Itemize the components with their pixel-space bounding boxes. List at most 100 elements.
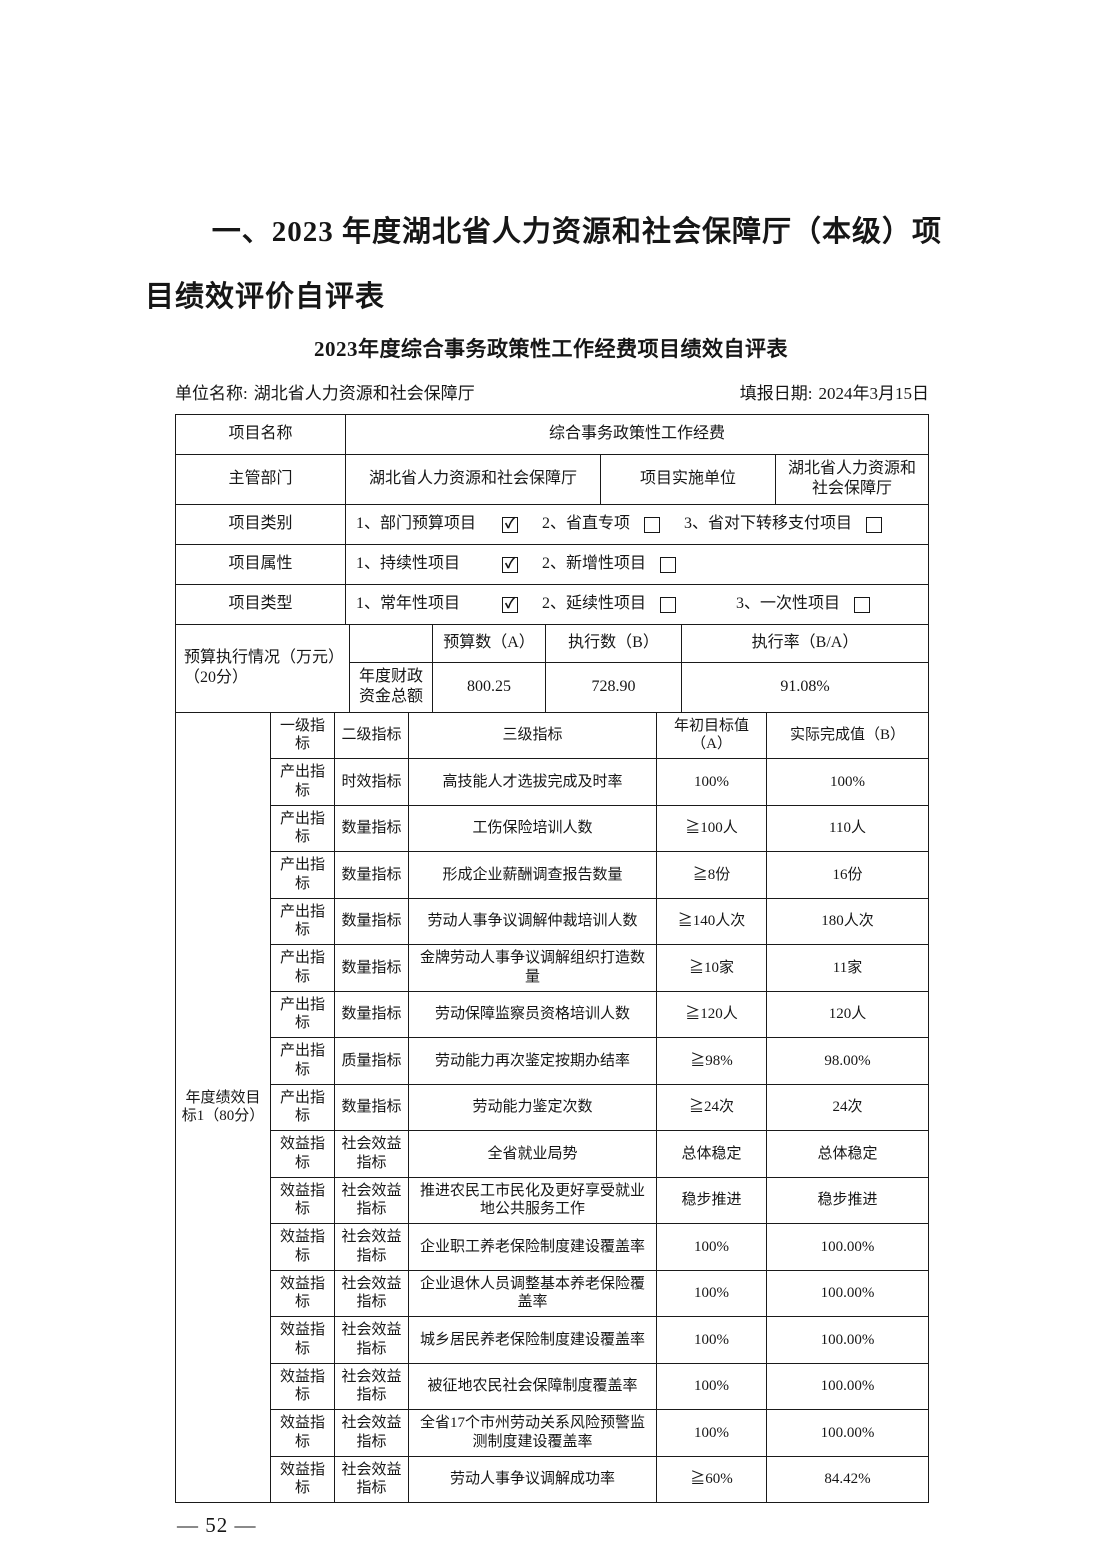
option-label: 2、省直专项 <box>542 515 631 533</box>
report-date-value: 2024年3月15日 <box>818 383 930 403</box>
executed-col-header: 执行数（B） <box>545 623 682 663</box>
checkmark-icon: ✓ <box>505 556 515 572</box>
unit-name-value: 湖北省人力资源和社会保障厅 <box>253 383 475 403</box>
indicator-row: 产出指标 时效指标 高技能人才选拔完成及时率 100% 100% <box>176 758 929 806</box>
indicator-level2-cell: 社会效益指标 <box>334 1316 409 1364</box>
rate-col-header: 执行率（B/A） <box>681 623 929 663</box>
indicator-row: 效益指标 社会效益指标 企业职工养老保险制度建设覆盖率 100% 100.00% <box>176 1223 929 1271</box>
indicator-target-cell: 100% <box>656 758 767 806</box>
option-item: 3、省对下转移支付项目 <box>684 514 883 535</box>
indicator-level2-cell: 数量指标 <box>334 944 409 992</box>
option-label: 1、部门预算项目 <box>356 515 477 533</box>
indicator-target-cell: ≧8份 <box>656 851 767 899</box>
option-label: 2、新增性项目 <box>542 555 647 573</box>
indicators-table: 年度绩效目标1（80分） 一级指标 二级指标 三级指标 年初目标值（A） 实际完… <box>175 711 929 1504</box>
budget-section-label: 预算执行情况（万元）（20分） <box>175 623 350 714</box>
indicator-level2-cell: 社会效益指标 <box>334 1176 409 1225</box>
dept-label: 主管部门 <box>175 453 346 506</box>
indicator-row: 产出指标 质量指标 劳动能力再次鉴定按期办结率 ≧98% 98.00% <box>176 1037 929 1085</box>
indicator-row: 效益指标 社会效益指标 推进农民工市民化及更好享受就业地公共服务工作 稳步推进 稳步推进 <box>176 1176 929 1225</box>
indicator-level2-cell: 社会效益指标 <box>334 1130 409 1178</box>
indicator-target-cell: ≧24次 <box>656 1083 767 1132</box>
indicator-level3-cell: 企业职工养老保险制度建设覆盖率 <box>408 1223 657 1271</box>
type-label: 项目类型 <box>175 584 346 626</box>
indicator-actual-cell: 稳步推进 <box>766 1176 929 1225</box>
option-item: 1、持续性项目 ✓ <box>356 554 518 575</box>
indicator-actual-cell: 100% <box>766 758 929 806</box>
indicator-level1-cell: 产出指标 <box>270 897 335 946</box>
unit-name: 单位名称: 湖北省人力资源和社会保障厅 <box>175 379 475 404</box>
indicator-actual-cell: 100.00% <box>766 1223 929 1271</box>
option-item: 2、新增性项目 <box>542 554 677 575</box>
indicator-row: 产出指标 数量指标 劳动人事争议调解仲裁培训人数 ≧140人次 180人次 <box>176 897 929 946</box>
option-item: 2、省直专项 <box>542 514 661 535</box>
unit-name-label: 单位名称: <box>175 383 248 403</box>
attribute-options: 1、持续性项目 ✓ 2、新增性项目 <box>344 544 930 586</box>
checkmark-icon: ✓ <box>505 596 515 612</box>
indicator-level1-cell: 产出指标 <box>270 990 335 1039</box>
indicator-target-cell: 稳步推进 <box>656 1176 767 1225</box>
checkbox-icon <box>854 596 871 613</box>
indicator-level1-cell: 产出指标 <box>270 1037 335 1085</box>
indicator-actual-cell: 11家 <box>766 944 929 992</box>
indicator-actual-cell: 120人 <box>766 990 929 1039</box>
indicator-level1-cell: 产出指标 <box>270 944 335 992</box>
indicator-level1-cell: 产出指标 <box>270 804 335 853</box>
indicator-row: 效益指标 社会效益指标 被征地农民社会保障制度覆盖率 100% 100.00% <box>176 1362 929 1411</box>
executed-amount: 728.90 <box>545 661 682 714</box>
indicator-level2-cell: 数量指标 <box>334 990 409 1039</box>
indicator-level1-cell: 产出指标 <box>270 758 335 806</box>
indicator-target-cell: 100% <box>656 1223 767 1271</box>
indicator-level3-cell: 全省就业局势 <box>408 1130 657 1178</box>
indicator-target-cell: 100% <box>656 1409 767 1457</box>
report-date-label: 填报日期: <box>739 383 813 403</box>
indicator-target-cell: 100% <box>656 1362 767 1411</box>
indicator-target-cell: ≧10家 <box>656 944 767 992</box>
indicator-row: 效益指标 社会效益指标 全省就业局势 总体稳定 总体稳定 <box>176 1130 929 1178</box>
option-item: 1、常年性项目 ✓ <box>356 594 518 615</box>
indicator-level3-cell: 形成企业薪酬调查报告数量 <box>408 851 657 899</box>
budget-col-header: 预算数（A） <box>432 623 546 663</box>
impl-unit-value: 湖北省人力资源和社会保障厅 <box>774 453 930 506</box>
indicator-level2-cell: 社会效益指标 <box>334 1362 409 1411</box>
checkbox-icon <box>644 516 661 533</box>
indicator-level2-cell: 质量指标 <box>334 1037 409 1085</box>
category-label: 项目类别 <box>175 504 346 546</box>
category-options: 1、部门预算项目 ✓ 2、省直专项 3、省对下转移支付项目 <box>344 504 930 546</box>
indicator-row: 产出指标 数量指标 形成企业薪酬调查报告数量 ≧8份 16份 <box>176 851 929 899</box>
indicator-level2-cell: 社会效益指标 <box>334 1455 409 1504</box>
indicator-level3-cell: 金牌劳动人事争议调解组织打造数量 <box>408 944 657 992</box>
checkbox-icon: ✓ <box>502 596 518 613</box>
indicator-level2-cell: 社会效益指标 <box>334 1409 409 1457</box>
indicator-actual-cell: 180人次 <box>766 897 929 946</box>
indicator-group-label: 年度绩效目标1（80分） <box>175 711 271 1504</box>
indicator-level1-cell: 产出指标 <box>270 851 335 899</box>
option-item: 2、延续性项目 <box>542 594 677 615</box>
target-header: 年初目标值（A） <box>656 711 767 760</box>
checkbox-icon <box>866 516 883 533</box>
indicator-level2-cell: 数量指标 <box>334 897 409 946</box>
indicator-row: 效益指标 社会效益指标 企业退休人员调整基本养老保险覆盖率 100% 100.00% <box>176 1269 929 1318</box>
level3-header: 三级指标 <box>408 711 657 760</box>
indicator-level1-cell: 效益指标 <box>270 1130 335 1178</box>
indicator-actual-cell: 110人 <box>766 804 929 853</box>
indicator-level3-cell: 工伤保险培训人数 <box>408 804 657 853</box>
indicator-level3-cell: 推进农民工市民化及更好享受就业地公共服务工作 <box>408 1176 657 1225</box>
checkbox-icon <box>660 596 677 613</box>
option-label: 2、延续性项目 <box>542 595 647 613</box>
indicator-level3-cell: 劳动人事争议调解仲裁培训人数 <box>408 897 657 946</box>
info-line: 单位名称: 湖北省人力资源和社会保障厅 填报日期: 2024年3月15日 <box>175 379 929 404</box>
project-name-row: 项目名称 综合事务政策性工作经费 <box>175 413 930 455</box>
checkbox-icon: ✓ <box>502 556 518 573</box>
indicator-row: 产出指标 数量指标 劳动保障监察员资格培训人数 ≧120人 120人 <box>176 990 929 1039</box>
empty-cell <box>349 623 433 663</box>
option-item: 1、部门预算项目 ✓ <box>356 514 518 535</box>
indicator-target-cell: ≧98% <box>656 1037 767 1085</box>
indicator-target-cell: ≧120人 <box>656 990 767 1039</box>
checkbox-icon <box>660 556 677 573</box>
indicator-level3-cell: 劳动能力再次鉴定按期办结率 <box>408 1037 657 1085</box>
indicator-level2-cell: 数量指标 <box>334 851 409 899</box>
project-info-table: 项目名称 综合事务政策性工作经费 主管部门 湖北省人力资源和社会保障厅 项目实施… <box>175 413 930 626</box>
indicator-row: 效益指标 社会效益指标 劳动人事争议调解成功率 ≧60% 84.42% <box>176 1455 929 1504</box>
